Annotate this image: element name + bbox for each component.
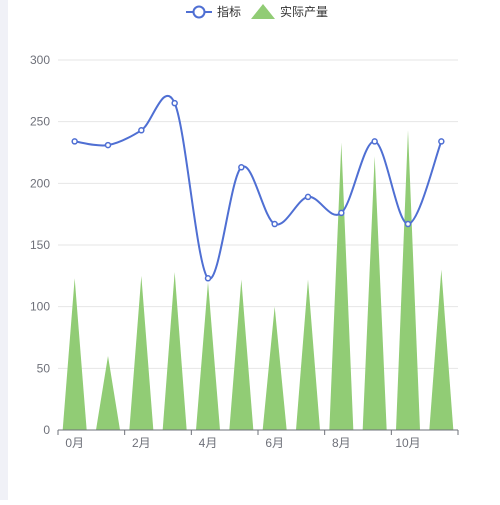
y-gridlines xyxy=(58,59,458,369)
legend-item-line[interactable]: 指标 xyxy=(186,4,241,19)
y-tick-label: 0 xyxy=(43,423,50,437)
y-tick-label: 200 xyxy=(30,176,50,190)
line-point[interactable] xyxy=(304,193,312,201)
page-left-edge xyxy=(0,0,8,500)
x-tick-label: 2月 xyxy=(132,436,151,450)
y-tick-label: 300 xyxy=(30,53,50,67)
y-tick-label: 100 xyxy=(30,300,50,314)
triangle-bar[interactable] xyxy=(296,279,320,430)
y-tick-label: 250 xyxy=(30,115,50,129)
legend-line-marker-icon xyxy=(192,5,206,19)
triangle-bar[interactable] xyxy=(329,142,354,430)
triangle-bar[interactable] xyxy=(196,282,220,430)
legend-item-triangle[interactable]: 实际产量 xyxy=(251,4,328,19)
line-path xyxy=(74,94,443,280)
triangle-bar[interactable] xyxy=(262,306,287,430)
y-axis-ticks: 0 50 100 150 200 250 300 xyxy=(30,53,50,437)
line-series xyxy=(71,94,445,282)
x-tick-label: 6月 xyxy=(265,436,284,450)
triangle-bar[interactable] xyxy=(229,279,254,430)
y-tick-label: 50 xyxy=(37,361,51,375)
line-point[interactable] xyxy=(371,138,378,145)
legend[interactable]: 指标 实际产量 xyxy=(186,4,328,19)
line-point[interactable] xyxy=(438,138,445,145)
triangle-bar[interactable] xyxy=(429,269,454,430)
x-tick-label: 4月 xyxy=(199,436,218,450)
line-point[interactable] xyxy=(404,220,412,228)
x-tick-label: 8月 xyxy=(332,436,351,450)
line-point[interactable] xyxy=(338,209,345,217)
legend-label-line: 指标 xyxy=(217,4,241,19)
triangle-bar[interactable] xyxy=(396,130,420,431)
triangle-bar[interactable] xyxy=(162,272,187,430)
legend-triangle-icon xyxy=(251,4,275,19)
x-tick-label: 0月 xyxy=(65,436,84,450)
triangle-bar[interactable] xyxy=(62,278,87,430)
line-point[interactable] xyxy=(171,99,178,107)
x-axis: 0月 2月 4月 6月 8月 10月 xyxy=(57,429,459,450)
line-point[interactable] xyxy=(204,275,212,282)
line-point[interactable] xyxy=(138,127,145,134)
legend-label-triangle: 实际产量 xyxy=(280,4,328,19)
line-point[interactable] xyxy=(71,138,78,145)
y-tick-label: 150 xyxy=(30,238,50,252)
x-tick-label: 10月 xyxy=(395,436,420,450)
triangle-bar[interactable] xyxy=(129,275,154,430)
triangle-bar[interactable] xyxy=(362,156,387,430)
line-point[interactable] xyxy=(238,164,245,171)
line-point[interactable] xyxy=(104,141,112,149)
line-point[interactable] xyxy=(271,220,278,228)
triangle-bar[interactable] xyxy=(96,356,120,430)
triangle-bar-series xyxy=(62,130,454,431)
